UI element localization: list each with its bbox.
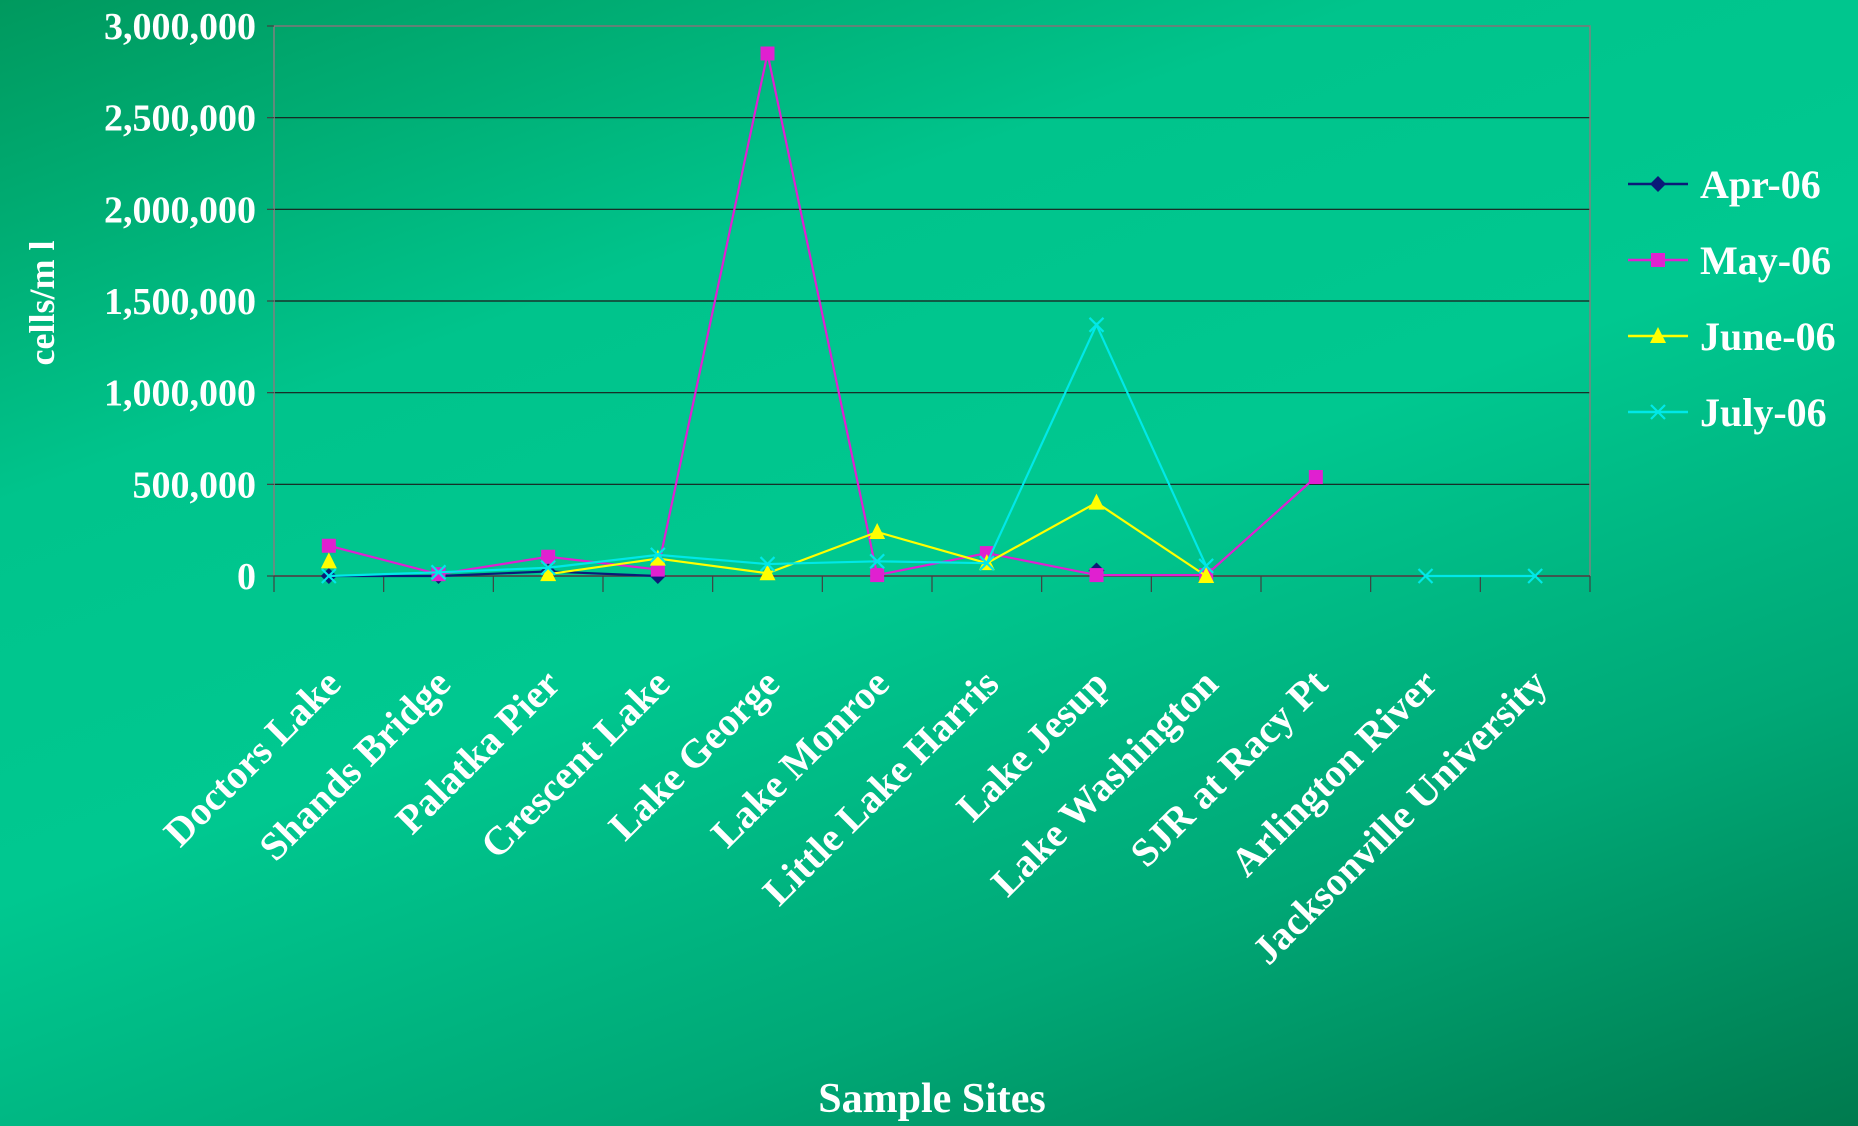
y-tick-label: 500,000 [133, 464, 257, 506]
data-point [760, 46, 775, 61]
data-point [1198, 558, 1214, 574]
legend-item: Apr-06 [1628, 162, 1821, 207]
marker-stroke [979, 555, 995, 571]
marker-stroke [1417, 568, 1434, 584]
legend-item: May-06 [1628, 238, 1831, 283]
marker-stroke [650, 547, 666, 563]
legend-item: July-06 [1628, 390, 1827, 435]
series-line [328, 53, 1317, 577]
legend: Apr-06 May-06 June-06 July-06 [1628, 162, 1836, 435]
data-point [869, 523, 886, 539]
marker-stroke [321, 568, 337, 584]
data-point [430, 564, 447, 581]
marker-stroke [1088, 317, 1105, 333]
data-point [649, 549, 666, 566]
y-tick-label: 1,000,000 [104, 373, 256, 415]
x-axis-title: Sample Sites [818, 1076, 1046, 1122]
x-tick-label: Crescent Lake [472, 661, 678, 867]
data-point [1198, 567, 1215, 583]
y-tick-label: 1,500,000 [104, 281, 256, 323]
series-layer [320, 46, 1543, 584]
data-point [540, 559, 556, 576]
data-point [1089, 568, 1104, 583]
series-line [328, 322, 1208, 578]
marker-stroke [540, 559, 556, 576]
data-point [650, 562, 665, 577]
y-tick-label: 2,000,000 [104, 189, 256, 231]
data-point [540, 565, 557, 582]
data-point [541, 549, 556, 564]
y-tick-label: 2,500,000 [104, 98, 256, 140]
data-point [1417, 568, 1434, 584]
data-point [1527, 568, 1543, 584]
data-point [979, 555, 995, 571]
data-point [759, 556, 776, 572]
data-point [1088, 493, 1105, 510]
legend-label: July-06 [1700, 390, 1827, 435]
series-line [548, 501, 1207, 577]
data-point [1650, 176, 1666, 192]
gridlines [274, 25, 1590, 485]
marker-stroke [759, 556, 776, 572]
series-july-06 [321, 317, 1543, 584]
data-point [1650, 327, 1666, 343]
series-may-06 [321, 46, 1323, 583]
y-axis: 0 500,000 1,000,000 1,500,000 2,000,000 2,500… [104, 6, 274, 598]
legend-label: May-06 [1700, 238, 1831, 283]
x-tick-label: Shands Bridge [250, 661, 459, 870]
legend-label: June-06 [1700, 314, 1836, 359]
series-line [328, 570, 658, 578]
y-tick-label: 0 [237, 556, 256, 598]
series-june-06 [320, 493, 1215, 583]
data-point [321, 568, 337, 584]
data-point [759, 564, 776, 581]
data-point [650, 547, 666, 563]
marker-stroke [1198, 558, 1214, 574]
data-point [320, 552, 337, 569]
marker-stroke [869, 553, 885, 570]
data-point [870, 568, 885, 583]
data-point [1308, 470, 1323, 484]
marker-stroke [1650, 404, 1666, 420]
x-tick-label: SJR at Racy Pt [1121, 660, 1336, 875]
data-point [431, 567, 446, 582]
data-point [1650, 404, 1666, 420]
y-axis-title: cells/m l [22, 241, 62, 366]
legend-item: June-06 [1628, 314, 1836, 359]
data-point [321, 538, 336, 553]
data-point [1088, 317, 1105, 333]
data-point [869, 553, 885, 570]
marker-stroke [430, 564, 447, 581]
data-point [1651, 253, 1665, 267]
y-tick-label: 3,000,000 [104, 6, 256, 48]
marker-stroke [1527, 568, 1543, 584]
legend-label: Apr-06 [1700, 162, 1821, 207]
